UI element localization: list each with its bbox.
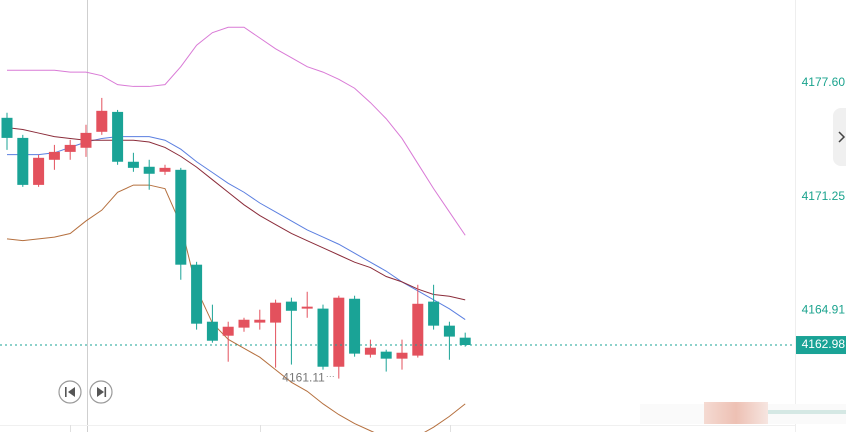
candle-body (17, 137, 29, 185)
candle-body (64, 144, 76, 152)
candle-body (159, 167, 171, 172)
candle-body (459, 337, 471, 346)
replay-back-button[interactable] (58, 380, 82, 404)
candle-body (270, 302, 282, 323)
candle-body (33, 157, 45, 185)
indicator-line (7, 136, 466, 320)
candle-body (191, 264, 203, 324)
candle-body (175, 169, 187, 265)
candle-body (349, 298, 361, 354)
candle-body (1, 117, 13, 138)
candle-body (301, 306, 313, 309)
y-tick-label: 4177.60 (802, 75, 846, 89)
indicator-line (7, 26, 466, 236)
candle-body (285, 301, 297, 311)
candle-body (112, 111, 124, 162)
button-icon[interactable] (97, 387, 104, 397)
candle-body (143, 166, 155, 174)
button-icon[interactable] (68, 387, 75, 397)
candle-body (364, 347, 376, 355)
plot-area (1, 26, 471, 432)
candle-body (428, 301, 440, 326)
candle-body (317, 308, 329, 367)
candle-body (254, 319, 266, 323)
candle-body (333, 297, 345, 367)
watermark (768, 410, 846, 414)
last-price-label: 4162.98 (802, 337, 846, 351)
candle-body (48, 151, 60, 160)
candle-body (238, 319, 250, 328)
candle-body (96, 110, 108, 132)
toggle-background[interactable] (833, 108, 846, 166)
indicator-line (6, 127, 466, 301)
y-tick-label: 4164.91 (802, 303, 846, 317)
candle-body (80, 132, 92, 148)
y-tick-label: 4171.25 (802, 189, 846, 203)
indicator-line (6, 184, 466, 432)
candle-body (380, 351, 392, 359)
annotation-label: 4161.11 (282, 371, 325, 385)
candle-body (222, 326, 234, 336)
replay-forward-button[interactable] (89, 380, 113, 404)
candle-body (443, 325, 455, 337)
toggle-icon[interactable] (838, 131, 846, 143)
candle-body (396, 352, 408, 359)
button-icon[interactable] (104, 387, 107, 397)
candle-body (412, 303, 424, 356)
last-price-box (796, 336, 846, 355)
button-icon[interactable] (65, 387, 67, 397)
side-panel-toggle[interactable] (833, 108, 846, 166)
watermark (704, 402, 768, 424)
candle-body (127, 161, 139, 168)
candle-body (206, 321, 218, 341)
